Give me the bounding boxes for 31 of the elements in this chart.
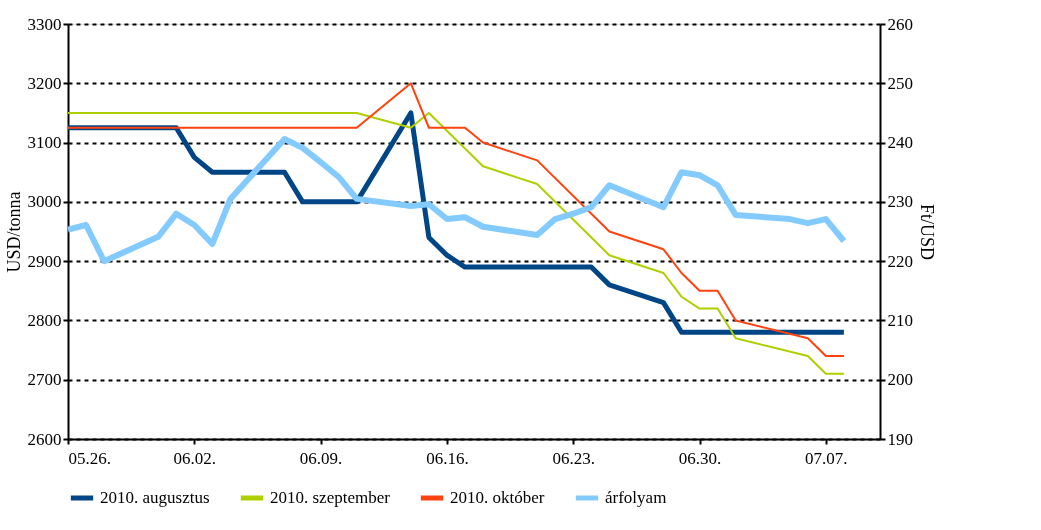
y-tick-label: 3300: [27, 14, 62, 34]
y-axis-title: USD/tonna: [3, 191, 24, 273]
y2-tick-label: 190: [887, 429, 913, 449]
x-tick-label: 06.02.: [173, 448, 217, 468]
x-tick-label: 06.23.: [552, 448, 595, 468]
x-tick-label: 06.09.: [299, 448, 343, 468]
y2-tick-label: 230: [887, 192, 913, 212]
x-tick-label: 06.16.: [426, 448, 469, 468]
x-tick-label: 07.07.: [805, 448, 848, 468]
y-tick-label: 2700: [27, 370, 62, 390]
line-series: [67, 111, 845, 375]
y2-tick-label: 220: [887, 251, 913, 271]
y2-axis-title: Ft/USD: [917, 203, 937, 261]
y2-tick-label: 260: [887, 14, 913, 34]
legend-label: 2010. szeptember: [270, 488, 391, 507]
line-series: [67, 82, 845, 357]
y2-tick-label: 210: [887, 310, 913, 330]
y-tick-label: 3100: [27, 133, 62, 153]
y-tick-label: 2800: [27, 310, 62, 330]
x-tick-label: 06.30.: [678, 448, 722, 468]
y2-tick-label: 250: [887, 73, 913, 93]
legend-label: 2010. augusztus: [100, 488, 210, 507]
y-tick-label: 3200: [27, 73, 62, 93]
legend-label: 2010. október: [450, 488, 545, 507]
x-tick-label: 05.26.: [68, 448, 111, 468]
y2-tick-label: 240: [887, 133, 913, 153]
y2-tick-label: 200: [887, 370, 913, 390]
y-tick-label: 2600: [27, 429, 62, 449]
y-tick-label: 2900: [27, 251, 62, 271]
y-tick-label: 3000: [27, 192, 62, 212]
legend-label: árfolyam: [605, 488, 667, 507]
